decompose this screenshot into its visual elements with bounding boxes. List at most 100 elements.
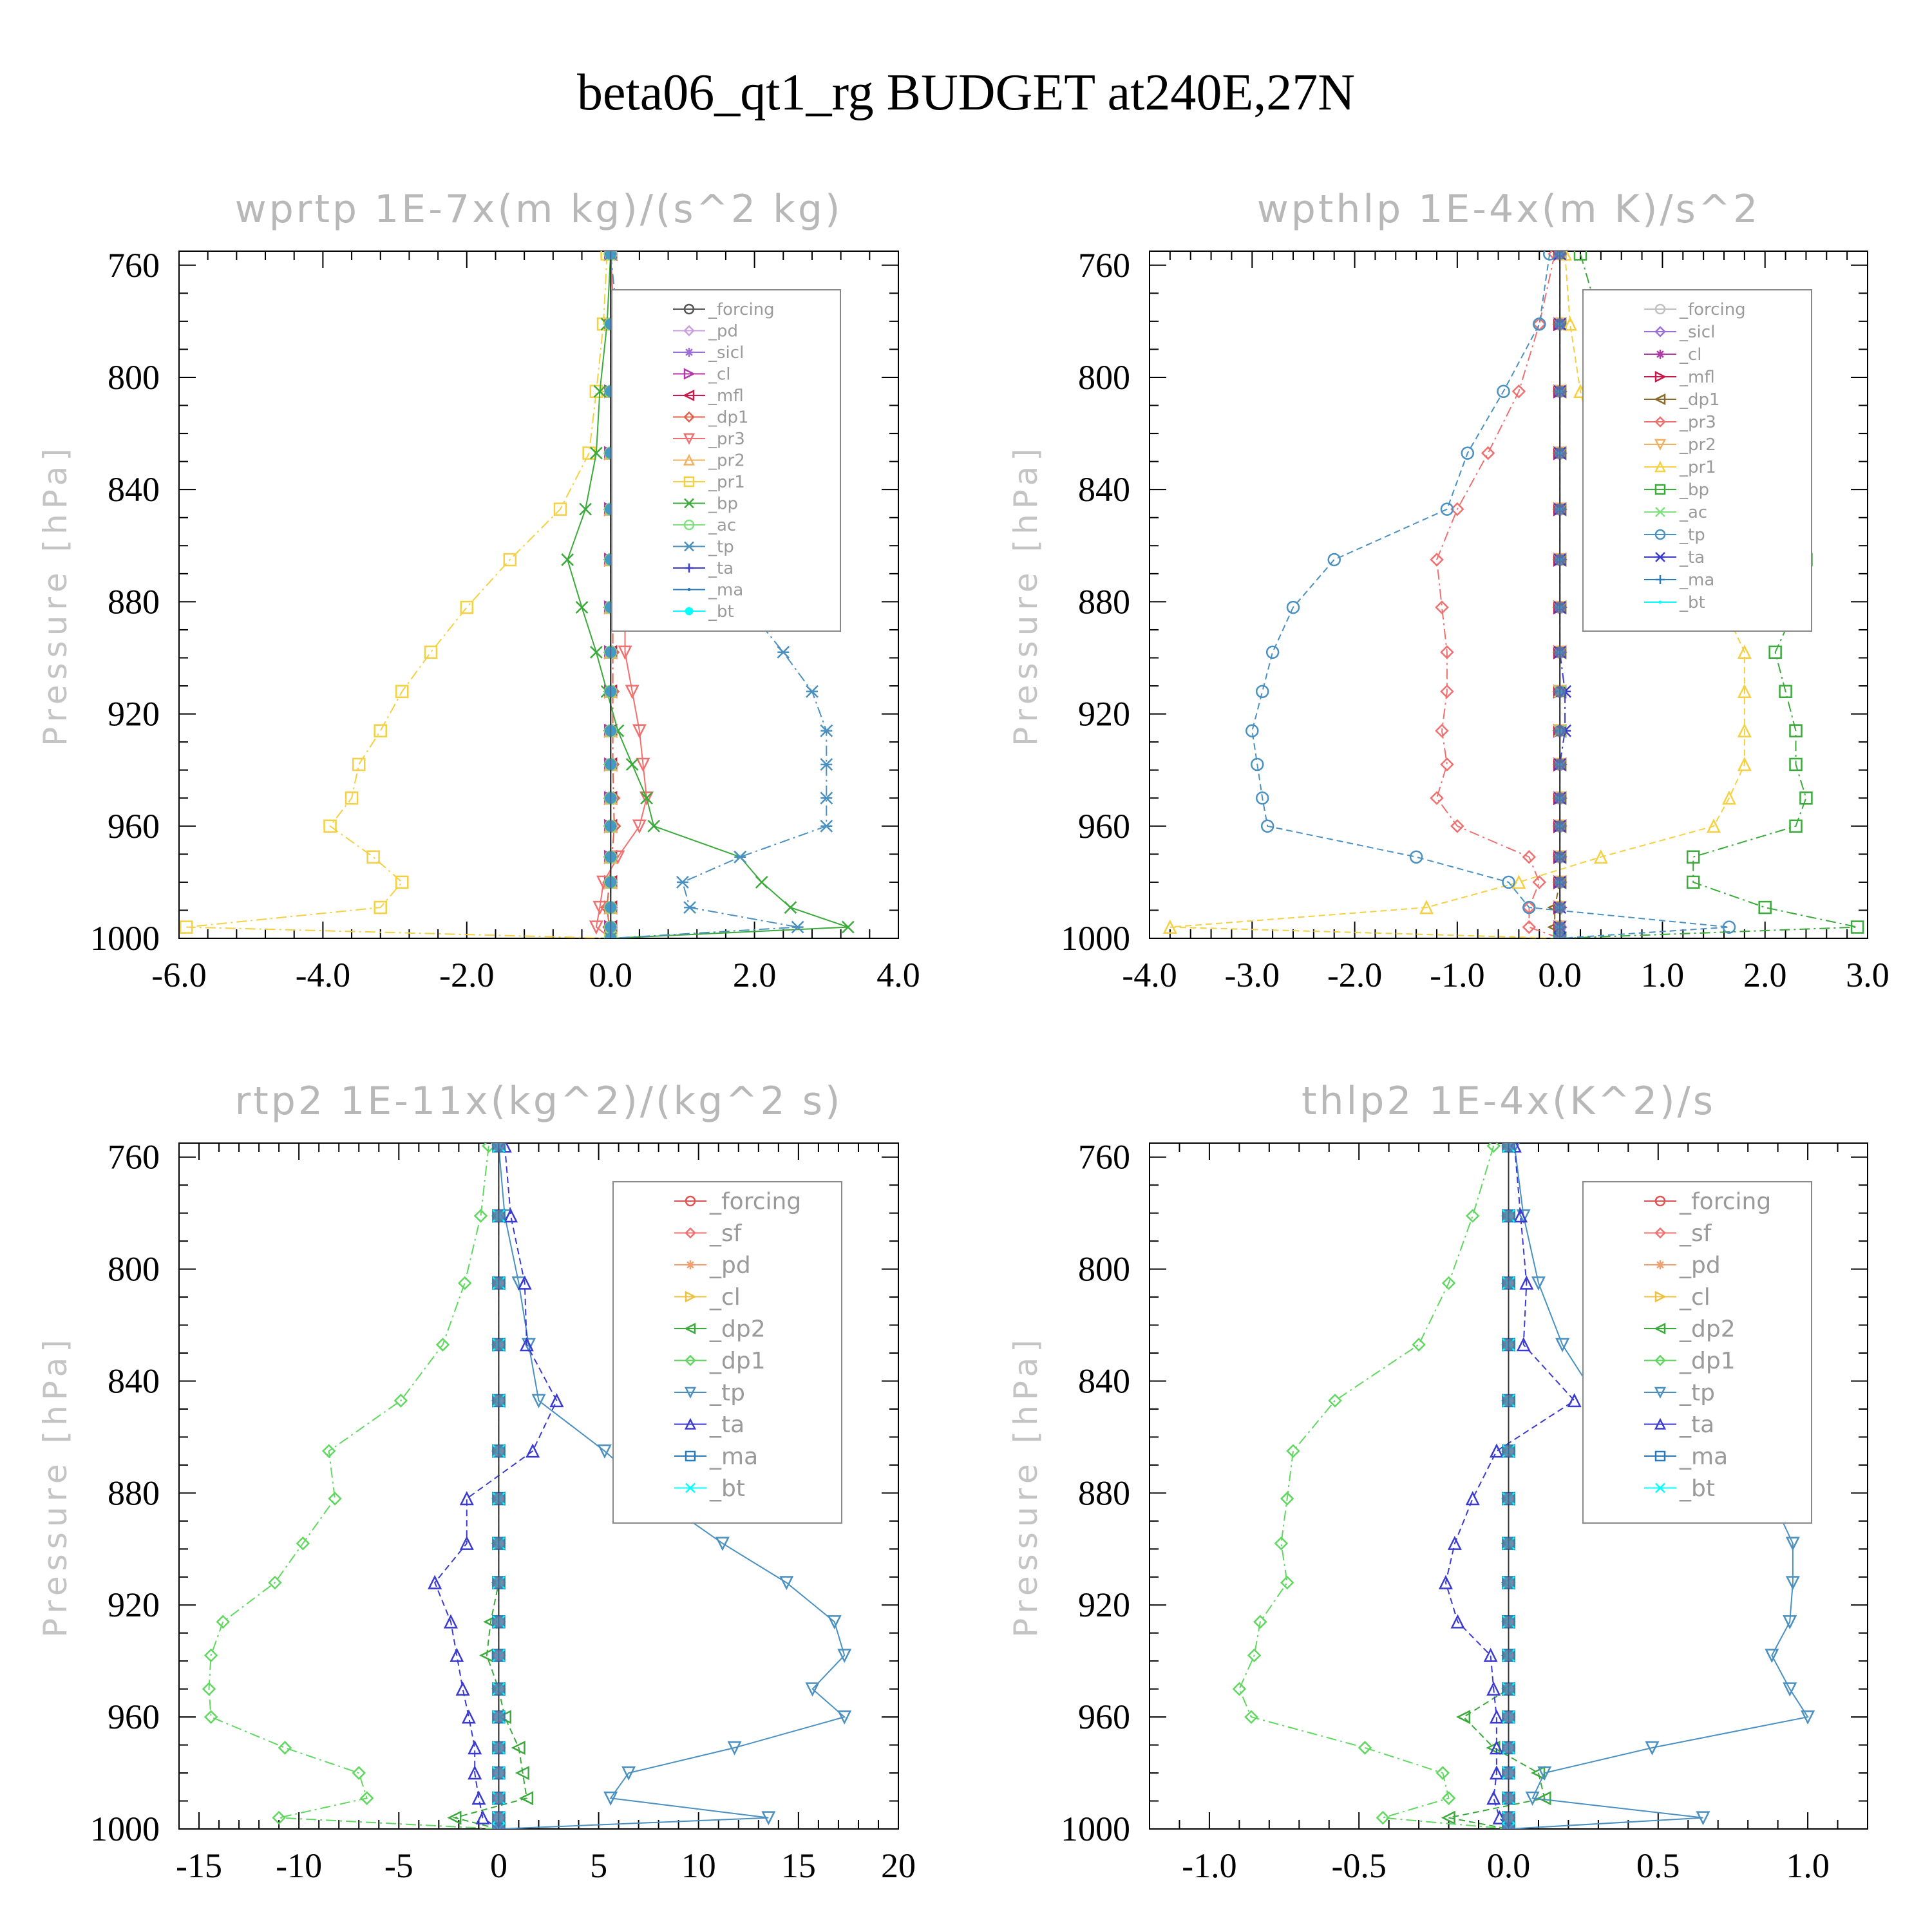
data-point [1513,1208,1528,1223]
series-ta [1438,1143,1582,1829]
data-point [1255,685,1269,699]
legend-label: _forcing [708,300,775,319]
bt-marker [1502,1394,1515,1406]
bt-marker [1502,1683,1515,1695]
bt-marker [1554,820,1566,832]
legend-label: _pr2 [708,451,745,471]
legend-item: _pr3 [673,430,745,449]
data-point [1435,723,1449,738]
data-point [475,1810,490,1824]
legend-marker [1654,303,1666,315]
data-point [1850,920,1864,934]
data-point [1435,1766,1450,1780]
y-axis-label: Pressure [hPa] [37,1334,74,1638]
data-point [1253,1615,1267,1629]
data-point [1489,1740,1504,1755]
series-ta [1553,251,1571,938]
legend-marker [1654,1227,1666,1239]
data-point [1785,1576,1800,1591]
bt-marker [493,1394,505,1406]
series-tp [491,1143,852,1829]
legend-marker [685,1195,696,1207]
bt-marker [1554,554,1566,566]
bt-marker [605,646,617,658]
bt-marker [493,1210,505,1222]
data-point [1412,1338,1426,1352]
y-axis-label: Pressure [hPa] [37,443,74,746]
legend-item: _mfl [1644,368,1715,387]
bt-marker [1502,1277,1515,1289]
bt-marker [1502,1616,1515,1628]
data-point [1531,1276,1546,1291]
legend-marker [683,368,696,380]
y-tick-label: 960 [108,807,160,846]
data-point [597,1444,612,1459]
bt-marker [605,933,617,938]
y-axis-label: Pressure [hPa] [1007,443,1045,746]
data-point [1244,1710,1258,1724]
legend-marker [683,303,695,315]
bt-marker [1554,601,1566,614]
data-point [625,685,639,699]
data-point [1522,900,1536,914]
data-point [517,1275,532,1290]
series-line [208,1146,499,1829]
legend-label: _pd [708,322,738,341]
legend-item: _dp2 [674,1316,766,1343]
x-tick-label: -6.0 [151,956,206,994]
data-point [640,791,653,805]
data-point [1783,1682,1797,1697]
data-point [1251,757,1264,772]
legend-item: _bt [674,1475,745,1502]
series-line [1435,254,1560,938]
legend-label: _ac [1679,503,1707,522]
x-tick-label: -1.0 [1430,956,1484,994]
legend-marker [1655,552,1665,562]
legend-label: _forcing [709,1189,801,1215]
data-point [1441,1810,1455,1825]
bt-marker [493,1649,505,1662]
legend-label: _ma [708,581,743,600]
data-point [459,1535,474,1550]
data-point [374,900,388,914]
data-point [1555,1338,1570,1352]
legend-label: _sf [1679,1220,1712,1247]
data-point [468,1765,482,1780]
data-point [761,1811,776,1826]
bt-marker [1502,1792,1515,1804]
data-point [1162,919,1177,934]
legend-marker [685,607,694,616]
legend-item: _pd [674,1253,751,1279]
y-tick-label: 760 [1078,1138,1130,1177]
data-point [1255,791,1269,805]
data-point [579,502,592,516]
series-pr3 [1430,251,1567,938]
bt-marker [1554,876,1566,888]
legend-label: _pr2 [1679,435,1716,455]
data-point [459,1491,474,1506]
data-point [727,1741,742,1756]
legend-box [611,289,841,632]
bt-marker [1502,1445,1515,1457]
legend-item: _ma [674,1444,758,1470]
legend-label: _bt [708,602,734,621]
plot-frame [178,251,899,939]
legend-label: _ac [708,516,736,535]
plot-area [202,1143,852,1829]
data-point [428,1575,442,1589]
legend-label: _cl [1679,1284,1710,1311]
legend-marker [683,433,696,445]
data-point [1245,724,1259,737]
legend-label: _forcing [1679,1189,1771,1215]
data-point [526,1443,540,1458]
legend-item: _cl [1644,345,1702,365]
data-point [575,601,589,614]
legend-item: _cl [1644,1284,1710,1311]
data-point [1707,819,1721,833]
data-point [1789,757,1803,772]
legend-marker [685,1354,696,1367]
data-point [503,553,517,567]
data-point [1686,875,1700,889]
data-point [779,1576,794,1591]
data-point [1265,645,1280,659]
